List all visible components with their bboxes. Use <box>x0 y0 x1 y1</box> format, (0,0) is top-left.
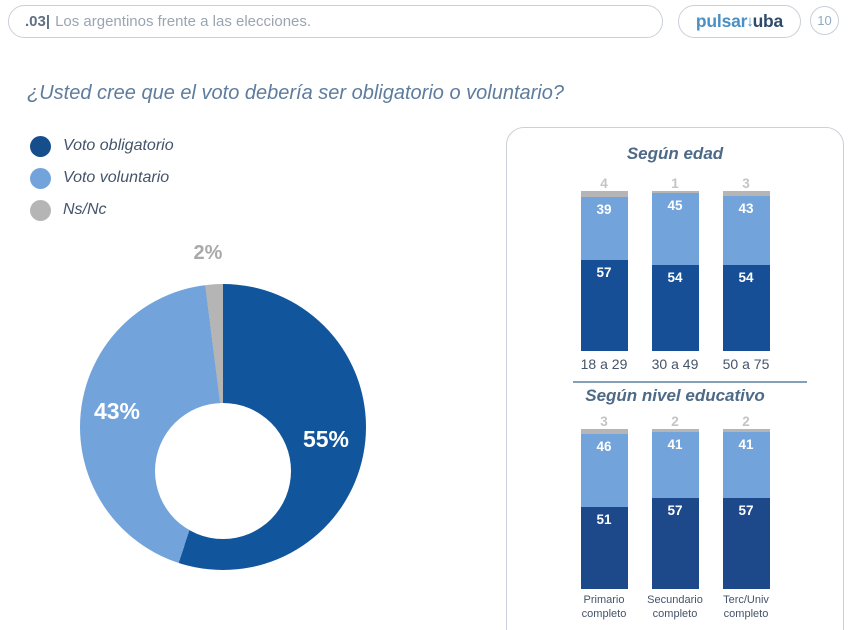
segment-value-label: 57 <box>738 502 754 518</box>
legend-label: Voto obligatorio <box>63 137 174 154</box>
bar-segment-ns-nc <box>722 191 770 196</box>
donut-value-voluntario: 43% <box>93 398 141 424</box>
legend-swatch-gray <box>30 199 51 221</box>
stacked-bar: 41 57 <box>722 429 770 589</box>
segment-value-label: 57 <box>596 264 612 280</box>
segment-value-label: 39 <box>596 202 612 218</box>
bar-segment-voto-voluntario: 41 <box>651 432 699 498</box>
chart-legend: Voto obligatorio Voto voluntario Ns/Nc <box>30 135 174 231</box>
bar-group: 3 46 51 Primario completo <box>580 414 628 621</box>
donut-value-obligatorio: 55% <box>302 426 350 452</box>
bar-segment-voto-obligatorio: 57 <box>580 259 628 351</box>
donut-hole <box>155 403 291 539</box>
segment-value-label: 57 <box>667 502 683 518</box>
bar-segment-ns-nc <box>580 429 628 434</box>
nsnc-value-label: 4 <box>600 176 608 192</box>
category-label: Terc/Univ completo <box>723 593 769 620</box>
stacked-bar: 41 57 <box>651 429 699 589</box>
bar-segment-voto-obligatorio: 57 <box>722 497 770 589</box>
page-number: 10 <box>817 13 832 28</box>
bar-segment-ns-nc <box>651 191 699 193</box>
section-title-education: Según nivel educativo <box>585 386 765 405</box>
segment-value-label: 54 <box>738 269 754 285</box>
stacked-bars-education: 3 46 51 Primario completo 2 41 57 Secundario comp… <box>507 414 843 621</box>
bar-group: 2 41 57 Terc/Univ completo <box>722 414 770 621</box>
category-label: 18 a 29 <box>580 355 628 372</box>
logo-text-uba: uba <box>752 11 784 31</box>
stacked-bar: 43 54 <box>722 191 770 351</box>
bar-segment-voto-obligatorio: 54 <box>651 264 699 351</box>
donut-ring <box>80 284 366 570</box>
legend-label: Ns/Nc <box>63 201 107 218</box>
pulsar-uba-logo: pulsar ↓ uba <box>678 5 801 38</box>
stacked-bar: 39 57 <box>580 191 628 351</box>
segment-value-label: 41 <box>667 437 683 453</box>
legend-swatch-light-blue <box>30 167 51 189</box>
bar-segment-voto-obligatorio: 54 <box>722 264 770 351</box>
section-by-age: Según edad 4 39 57 18 a 29 1 45 54 30 a 49 3 43 54… <box>507 144 843 373</box>
bar-segment-voto-voluntario: 39 <box>580 197 628 260</box>
section-title: Los argentinos frente a las elecciones. <box>55 13 312 30</box>
bar-group: 3 43 54 50 a 75 <box>722 176 770 373</box>
bar-segment-voto-obligatorio: 51 <box>580 507 628 589</box>
segment-value-label: 41 <box>738 437 754 453</box>
slide-section-pill: .03| Los argentinos frente a las eleccio… <box>8 5 663 38</box>
section-divider <box>573 381 807 383</box>
segment-value-label: 45 <box>667 197 683 213</box>
stacked-bar: 45 54 <box>651 191 699 351</box>
nsnc-value-label: 1 <box>671 176 679 191</box>
legend-item-voluntario: Voto voluntario <box>30 167 174 189</box>
category-label: 50 a 75 <box>722 355 770 372</box>
section-by-education: Según nivel educativo 3 46 51 Primario compl… <box>507 386 843 621</box>
bar-segment-voto-obligatorio: 57 <box>651 497 699 589</box>
legend-swatch-dark-blue <box>30 135 51 157</box>
donut-value-nsnc: 2% <box>193 242 223 264</box>
question-title: ¿Usted cree que el voto debería ser obli… <box>27 82 564 104</box>
bar-segment-voto-voluntario: 45 <box>651 192 699 265</box>
donut-chart: 2% 55% 43% <box>80 240 366 570</box>
section-number: .03| <box>25 13 51 30</box>
bar-group: 2 41 57 Secundario completo <box>647 414 703 621</box>
logo-text-pulsar: pulsar <box>695 11 748 31</box>
legend-item-nsnc: Ns/Nc <box>30 199 174 221</box>
nsnc-value-label: 3 <box>600 414 608 429</box>
stacked-bars-age: 4 39 57 18 a 29 1 45 54 30 a 49 3 43 54 50 a 75 <box>507 176 843 373</box>
down-arrow-icon: ↓ <box>746 13 754 30</box>
segment-value-label: 43 <box>738 200 754 216</box>
nsnc-value-label: 2 <box>671 414 679 430</box>
bar-group: 1 45 54 30 a 49 <box>651 176 699 373</box>
breakdown-panel: Según edad 4 39 57 18 a 29 1 45 54 30 a 49 3 43 54… <box>506 127 844 630</box>
bar-segment-voto-voluntario: 43 <box>722 195 770 265</box>
segment-value-label: 51 <box>596 512 612 528</box>
section-title-age: Según edad <box>626 144 724 163</box>
bar-segment-voto-voluntario: 46 <box>580 433 628 508</box>
segment-value-label: 46 <box>596 438 612 454</box>
nsnc-value-label: 2 <box>742 414 750 430</box>
category-label: Primario completo <box>581 593 627 620</box>
bar-segment-ns-nc <box>651 429 699 433</box>
stacked-bar: 46 51 <box>580 429 628 589</box>
legend-item-obligatorio: Voto obligatorio <box>30 135 174 157</box>
category-label: 30 a 49 <box>651 355 699 372</box>
bar-group: 4 39 57 18 a 29 <box>580 176 628 373</box>
bar-segment-ns-nc <box>580 191 628 198</box>
bar-segment-voto-voluntario: 41 <box>722 432 770 498</box>
category-label: Secundario completo <box>647 593 703 620</box>
segment-value-label: 54 <box>667 269 683 285</box>
legend-label: Voto voluntario <box>63 169 170 186</box>
page-number-badge: 10 <box>810 6 839 35</box>
nsnc-value-label: 3 <box>742 176 750 191</box>
bar-segment-ns-nc <box>722 429 770 433</box>
